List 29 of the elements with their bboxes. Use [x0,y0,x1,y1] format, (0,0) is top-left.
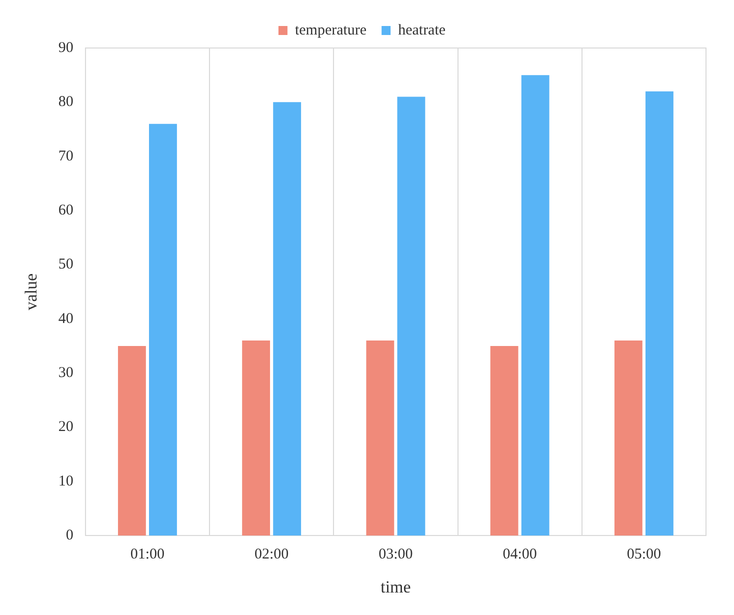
x-tick-label: 03:00 [378,546,413,563]
bar [645,91,674,536]
y-tick-label: 50 [58,256,74,273]
x-tick-label: 01:00 [130,546,165,563]
bar [118,346,146,536]
y-tick-label: 40 [58,310,74,327]
bar [614,340,642,536]
y-tick-label: 30 [58,365,74,382]
y-tick-label: 0 [66,528,74,544]
bar [490,346,518,536]
bar [149,124,177,536]
bar [273,102,302,536]
bar [242,340,270,536]
y-axis-title: value [22,273,41,310]
bar [366,340,394,536]
y-tick-label: 80 [58,94,74,110]
x-tick-label: 05:00 [626,546,662,563]
legend-label: heatrate [398,22,446,38]
y-tick-label: 70 [58,148,74,164]
y-tick-label: 60 [58,202,74,218]
bar [521,75,550,536]
y-tick-label: 90 [58,40,74,56]
x-axis-title: time [380,577,411,596]
bar [397,96,426,536]
x-tick-label: 04:00 [502,546,537,563]
y-tick-label: 20 [58,419,74,436]
legend-label: temperature [294,22,367,38]
x-tick-label: 02:00 [254,546,289,563]
y-tick-label: 10 [58,473,74,490]
